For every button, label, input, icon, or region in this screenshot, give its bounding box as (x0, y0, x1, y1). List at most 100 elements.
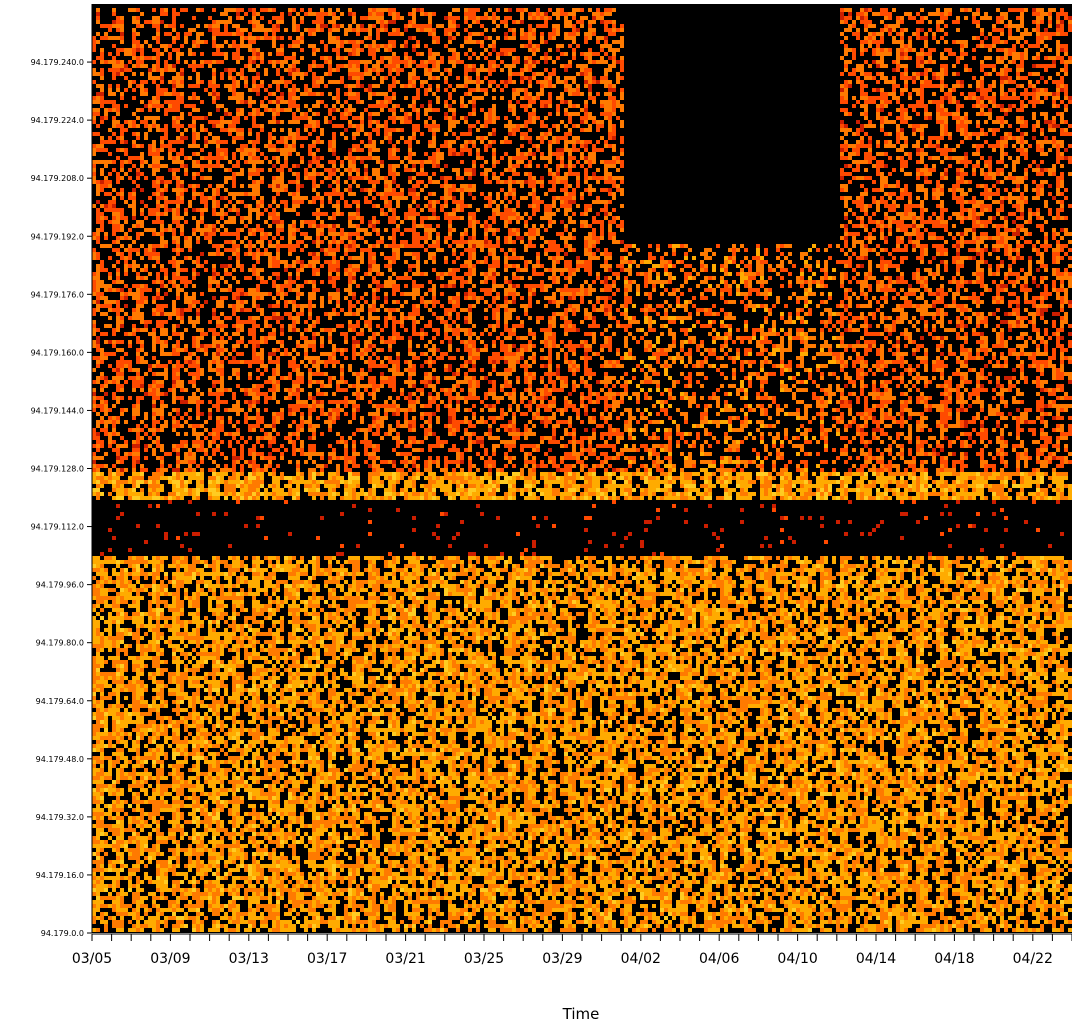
heatmap-cell (880, 40, 884, 44)
heatmap-cell (1036, 100, 1040, 104)
heatmap-cell (588, 184, 592, 188)
heatmap-cell (608, 172, 612, 176)
heatmap-cell (344, 32, 348, 36)
heatmap-cell (136, 176, 140, 180)
heatmap-cell (920, 20, 924, 24)
heatmap-cell (492, 48, 496, 52)
heatmap-cell (544, 20, 548, 24)
heatmap-cell (248, 56, 252, 60)
heatmap-cell (920, 188, 924, 192)
heatmap-cell (260, 80, 264, 84)
heatmap-cell (272, 120, 276, 124)
heatmap-cell (872, 12, 876, 16)
heatmap-cell (448, 148, 452, 152)
heatmap-cell (108, 92, 112, 96)
heatmap-cell (348, 156, 352, 160)
heatmap-cell (568, 120, 572, 124)
heatmap-cell (1016, 196, 1020, 200)
heatmap-cell (168, 92, 172, 96)
heatmap-cell (488, 64, 492, 68)
heatmap-cell (408, 56, 412, 60)
heatmap-cell (296, 212, 300, 216)
heatmap-cell (856, 64, 860, 68)
heatmap-cell (148, 208, 152, 212)
heatmap-cell (980, 208, 984, 212)
heatmap-cell (860, 92, 864, 96)
heatmap-cell (356, 100, 360, 104)
heatmap-cell (136, 20, 140, 24)
heatmap-cell (956, 20, 960, 24)
heatmap-cell (204, 140, 208, 144)
heatmap-cell (452, 16, 456, 20)
heatmap-cell (472, 172, 476, 176)
heatmap-cell (568, 84, 572, 88)
heatmap-cell (992, 184, 996, 188)
heatmap-cell (564, 196, 568, 200)
heatmap-cell (360, 28, 364, 32)
heatmap-cell (112, 208, 116, 212)
heatmap-cell (568, 192, 572, 196)
heatmap-cell (164, 64, 168, 68)
heatmap-cell (408, 140, 412, 144)
heatmap-cell (532, 100, 536, 104)
heatmap-cell (584, 180, 588, 184)
heatmap-cell (1064, 120, 1068, 124)
heatmap-cell (244, 160, 248, 164)
heatmap-cell (376, 92, 380, 96)
heatmap-cell (224, 128, 228, 132)
heatmap-cell (1056, 92, 1060, 96)
heatmap-cell (544, 24, 548, 28)
heatmap-cell (512, 104, 516, 108)
heatmap-cell (124, 52, 128, 56)
heatmap-cell (1016, 160, 1020, 164)
heatmap-cell (932, 164, 936, 168)
heatmap-cell (1024, 152, 1028, 156)
heatmap-cell (132, 156, 136, 160)
heatmap-cell (892, 76, 896, 80)
heatmap-cell (904, 72, 908, 76)
heatmap-cell (472, 8, 476, 12)
heatmap-cell (176, 180, 180, 184)
heatmap-cell (448, 216, 452, 220)
heatmap-cell (608, 136, 612, 140)
heatmap-cell (1056, 80, 1060, 84)
heatmap-cell (176, 212, 180, 216)
heatmap-cell (960, 140, 964, 144)
heatmap-cell (312, 168, 316, 172)
heatmap-cell (192, 184, 196, 188)
heatmap-cell (988, 100, 992, 104)
heatmap-cell (448, 84, 452, 88)
heatmap-cell (180, 24, 184, 28)
heatmap-cell (392, 216, 396, 220)
heatmap-cell (900, 56, 904, 60)
heatmap-cell (616, 160, 620, 164)
heatmap-cell (920, 52, 924, 56)
heatmap-cell (168, 56, 172, 60)
heatmap-cell (236, 92, 240, 96)
heatmap-cell (464, 204, 468, 208)
heatmap-cell (492, 20, 496, 24)
heatmap-cell (280, 12, 284, 16)
heatmap-cell (584, 40, 588, 44)
heatmap-cell (156, 52, 160, 56)
heatmap-cell (864, 28, 868, 32)
heatmap-cell (564, 136, 568, 140)
heatmap-cell (1004, 140, 1008, 144)
heatmap-cell (860, 44, 864, 48)
heatmap-cell (576, 176, 580, 180)
heatmap-cell (1012, 164, 1016, 168)
heatmap-cell (368, 48, 372, 52)
heatmap-cell (372, 140, 376, 144)
heatmap-cell (1012, 56, 1016, 60)
heatmap-cell (152, 152, 156, 156)
heatmap-cell (192, 108, 196, 112)
heatmap-cell (908, 208, 912, 212)
heatmap-cell (208, 92, 212, 96)
heatmap-cell (548, 204, 552, 208)
heatmap-cell (564, 76, 568, 80)
heatmap-cell (980, 200, 984, 204)
heatmap-cell (608, 188, 612, 192)
heatmap-cell (284, 80, 288, 84)
heatmap-cell (592, 216, 596, 220)
heatmap-cell (224, 24, 228, 28)
